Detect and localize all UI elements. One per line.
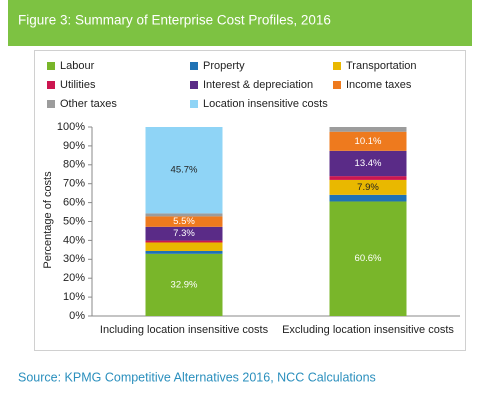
bar-segment	[329, 194, 407, 202]
bar-segment	[329, 176, 407, 180]
y-tick-label: 60%	[63, 197, 85, 209]
legend-swatch	[333, 62, 341, 70]
value-label: 60.6%	[355, 253, 382, 264]
bar-segment	[145, 253, 223, 316]
source: Source: KPMG Competitive Alternatives 20…	[18, 370, 376, 384]
legend-label: Utilities	[60, 79, 96, 91]
legend-swatch	[47, 62, 55, 70]
bar-segment	[329, 201, 407, 316]
bar-segment	[145, 250, 223, 254]
legend-label: Property	[203, 60, 245, 72]
y-tick-label: 70%	[63, 178, 85, 190]
chart-title: Figure 3: Summary of Enterprise Cost Pro…	[18, 13, 331, 28]
bar-segment	[329, 131, 407, 151]
value-label: 7.9%	[357, 182, 379, 193]
legend-label: Transportation	[346, 60, 417, 72]
y-axis-label: Percentage of costs	[42, 171, 54, 269]
legend-swatch	[47, 81, 55, 89]
value-label: 32.9%	[171, 279, 198, 290]
bar-segment	[329, 179, 407, 195]
y-tick-label: 40%	[63, 234, 85, 246]
y-tick-label: 90%	[63, 140, 85, 152]
bar-segment	[145, 213, 223, 217]
header-band	[8, 0, 472, 46]
bar-segment	[329, 150, 407, 177]
legend-swatch	[190, 100, 198, 108]
y-tick-label: 0%	[69, 310, 85, 322]
x-tick-label: Including location insensitive costs	[100, 324, 269, 336]
legend-label: Labour	[60, 60, 95, 72]
bar-segment	[145, 240, 223, 243]
y-tick-label: 80%	[63, 159, 85, 171]
bar-segment	[145, 226, 223, 241]
value-label: 45.7%	[171, 165, 198, 176]
bar-segment	[145, 242, 223, 251]
chart-frame	[34, 50, 466, 351]
bar-segment	[145, 127, 223, 214]
legend-label: Interest & depreciation	[203, 79, 313, 91]
y-tick-label: 30%	[63, 253, 85, 265]
legend-label: Location insensitive costs	[203, 98, 328, 110]
value-label: 10.1%	[355, 136, 382, 147]
legend-label: Other taxes	[60, 98, 117, 110]
x-tick-label: Excluding location insensitive costs	[282, 324, 454, 336]
legend-swatch	[190, 81, 198, 89]
value-label: 5.5%	[173, 216, 195, 227]
legend-swatch	[333, 81, 341, 89]
bar-segment	[329, 127, 407, 132]
legend-label: Income taxes	[346, 79, 412, 91]
legend-swatch	[47, 100, 55, 108]
bar-segment	[145, 216, 223, 227]
value-label: 13.4%	[355, 158, 382, 169]
y-tick-label: 20%	[63, 272, 85, 284]
y-tick-label: 50%	[63, 215, 85, 227]
legend-swatch	[190, 62, 198, 70]
value-label: 7.3%	[173, 228, 195, 239]
y-tick-label: 10%	[63, 291, 85, 303]
y-tick-label: 100%	[57, 121, 85, 133]
